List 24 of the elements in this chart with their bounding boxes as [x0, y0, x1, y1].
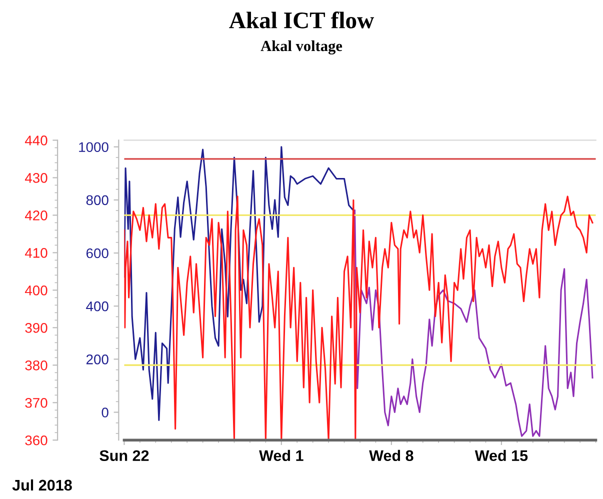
line-series [354, 210, 594, 437]
y-tick-label: 360 [25, 435, 48, 446]
y-tick-label: 380 [25, 360, 48, 370]
y2-tick-label: 0 [102, 408, 108, 418]
y-tick-label: 440 [24, 136, 48, 146]
y-tick-label: 400 [24, 286, 48, 296]
y-tick-label: 430 [24, 173, 48, 183]
y-tick-label: 390 [25, 322, 48, 333]
y2-tick-label: 600 [86, 248, 108, 258]
y2-tick-label: 1000 [79, 142, 108, 152]
line-series [124, 196, 594, 440]
y-tick-label: 410 [24, 248, 48, 258]
text: Jul 2018 [12, 479, 72, 491]
y-tick-label: 420 [24, 210, 48, 220]
chart-title: Akal ICT flow [229, 12, 374, 28]
y-tick-label: 370 [25, 398, 48, 408]
chart-subtitle: Akal voltage [260, 40, 342, 54]
x-tick-label: Wed 15 [474, 450, 528, 462]
y2-tick-label: 400 [86, 301, 108, 312]
x-tick-label: Wed 8 [369, 450, 414, 462]
x-tick-label: Sun 22 [100, 450, 149, 462]
y2-tick-label: 200 [86, 354, 108, 364]
y2-tick-label: 800 [86, 195, 108, 206]
x-tick-label: Wed 1 [259, 450, 304, 462]
